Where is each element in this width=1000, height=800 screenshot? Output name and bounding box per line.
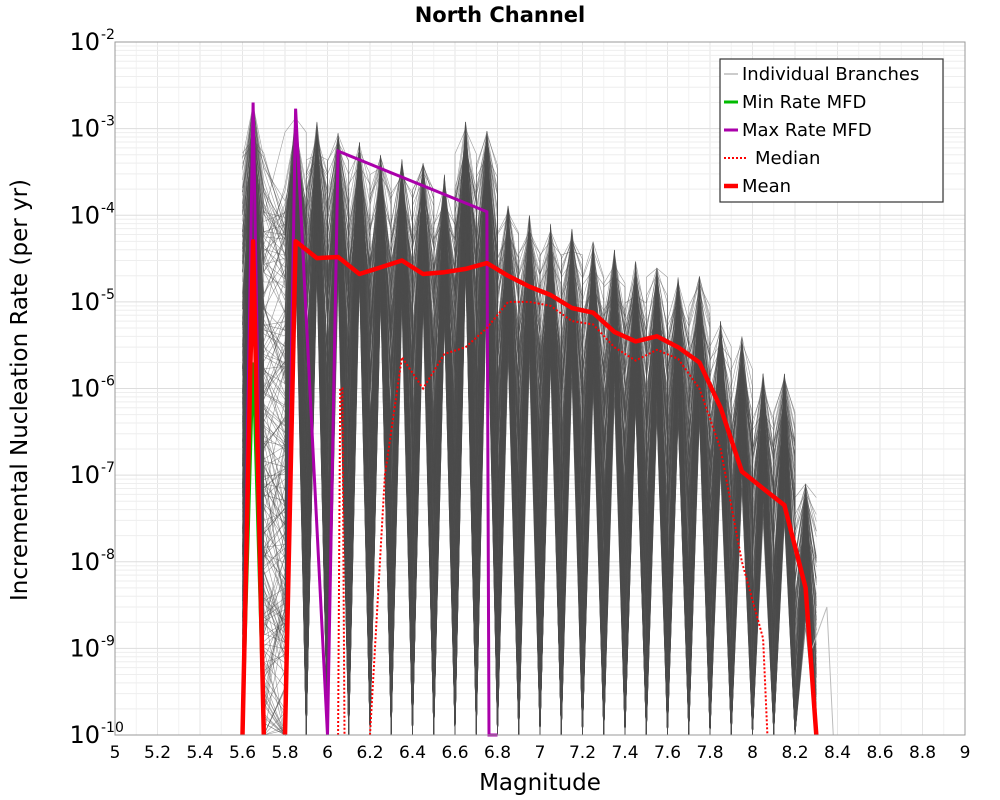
x-tick-label: 8.6 xyxy=(866,743,893,763)
y-tick-label: 10 -7 xyxy=(69,460,115,489)
y-tick-base: 10 xyxy=(69,721,100,749)
x-axis-ticks: 5 5.2 5.4 5.6 5.8 6 6.2 6.4 6.6 6.8 7 7.2 7.4 7.6 7.8 8… xyxy=(110,743,971,763)
legend-label-median: Median xyxy=(755,148,820,169)
y-tick-label: 10 -3 xyxy=(69,114,115,143)
x-tick-label: 9 xyxy=(960,743,971,763)
x-tick-label: 7.8 xyxy=(696,743,723,763)
x-tick-label: 8.8 xyxy=(909,743,936,763)
y-tick-exponent: -6 xyxy=(101,374,115,390)
x-tick-label: 5.4 xyxy=(186,743,213,763)
legend-label-mean: Mean xyxy=(742,176,791,197)
y-tick-base: 10 xyxy=(69,115,100,143)
x-tick-label: 6.4 xyxy=(399,743,426,763)
legend: Individual Branches Min Rate MFD Max Rat… xyxy=(719,58,944,203)
y-tick-label: 10 -2 xyxy=(69,27,115,56)
y-tick-exponent: -9 xyxy=(101,633,115,649)
y-tick-label: 10 -4 xyxy=(69,200,115,229)
x-tick-label: 6 xyxy=(322,743,333,763)
y-tick-exponent: -3 xyxy=(101,114,115,130)
branch-line xyxy=(242,118,817,563)
x-tick-label: 6.2 xyxy=(356,743,383,763)
x-tick-label: 5.8 xyxy=(271,743,298,763)
y-tick-base: 10 xyxy=(69,288,100,316)
y-tick-exponent: -2 xyxy=(101,27,115,43)
y-tick-label: 10 -8 xyxy=(69,547,115,576)
y-tick-base: 10 xyxy=(69,634,100,662)
branch-line xyxy=(242,139,817,736)
x-tick-label: 6.8 xyxy=(484,743,511,763)
y-tick-base: 10 xyxy=(69,548,100,576)
x-tick-label: 5 xyxy=(110,743,121,763)
legend-label-min: Min Rate MFD xyxy=(742,92,866,113)
y-tick-exponent: -8 xyxy=(101,547,115,563)
y-tick-base: 10 xyxy=(69,461,100,489)
x-axis-label: Magnitude xyxy=(479,770,601,796)
y-tick-label: 10 -5 xyxy=(69,287,115,316)
x-tick-label: 8.4 xyxy=(824,743,851,763)
x-tick-label: 8 xyxy=(747,743,758,763)
legend-label-max: Max Rate MFD xyxy=(742,120,872,141)
branch-line xyxy=(242,119,817,609)
x-tick-label: 5.2 xyxy=(144,743,171,763)
x-tick-label: 7.6 xyxy=(654,743,681,763)
y-tick-label: 10 -10 xyxy=(69,720,123,749)
y-tick-base: 10 xyxy=(69,201,100,229)
mean-line xyxy=(240,239,267,736)
y-tick-exponent: -7 xyxy=(101,460,115,476)
y-tick-label: 10 -9 xyxy=(69,633,115,662)
mean-line xyxy=(282,239,819,736)
y-tick-label: 10 -6 xyxy=(69,374,115,403)
branch-tail xyxy=(811,606,834,736)
y-tick-exponent: -4 xyxy=(101,200,115,216)
y-tick-base: 10 xyxy=(69,28,100,56)
y-tick-exponent: -5 xyxy=(101,287,115,303)
chart-title: North Channel xyxy=(415,3,586,27)
y-tick-base: 10 xyxy=(69,375,100,403)
x-tick-label: 5.6 xyxy=(229,743,256,763)
x-tick-label: 7.4 xyxy=(611,743,638,763)
x-tick-label: 7.2 xyxy=(569,743,596,763)
legend-box xyxy=(719,58,944,203)
x-tick-label: 8.2 xyxy=(781,743,808,763)
median-line xyxy=(337,387,346,736)
x-tick-label: 6.6 xyxy=(441,743,468,763)
y-tick-exponent: -10 xyxy=(101,720,124,736)
legend-label-branches: Individual Branches xyxy=(742,64,919,85)
plot-frame xyxy=(114,41,966,736)
x-tick-label: 7 xyxy=(535,743,546,763)
y-axis-label: Incremental Nucleation Rate (per yr) xyxy=(7,179,33,601)
